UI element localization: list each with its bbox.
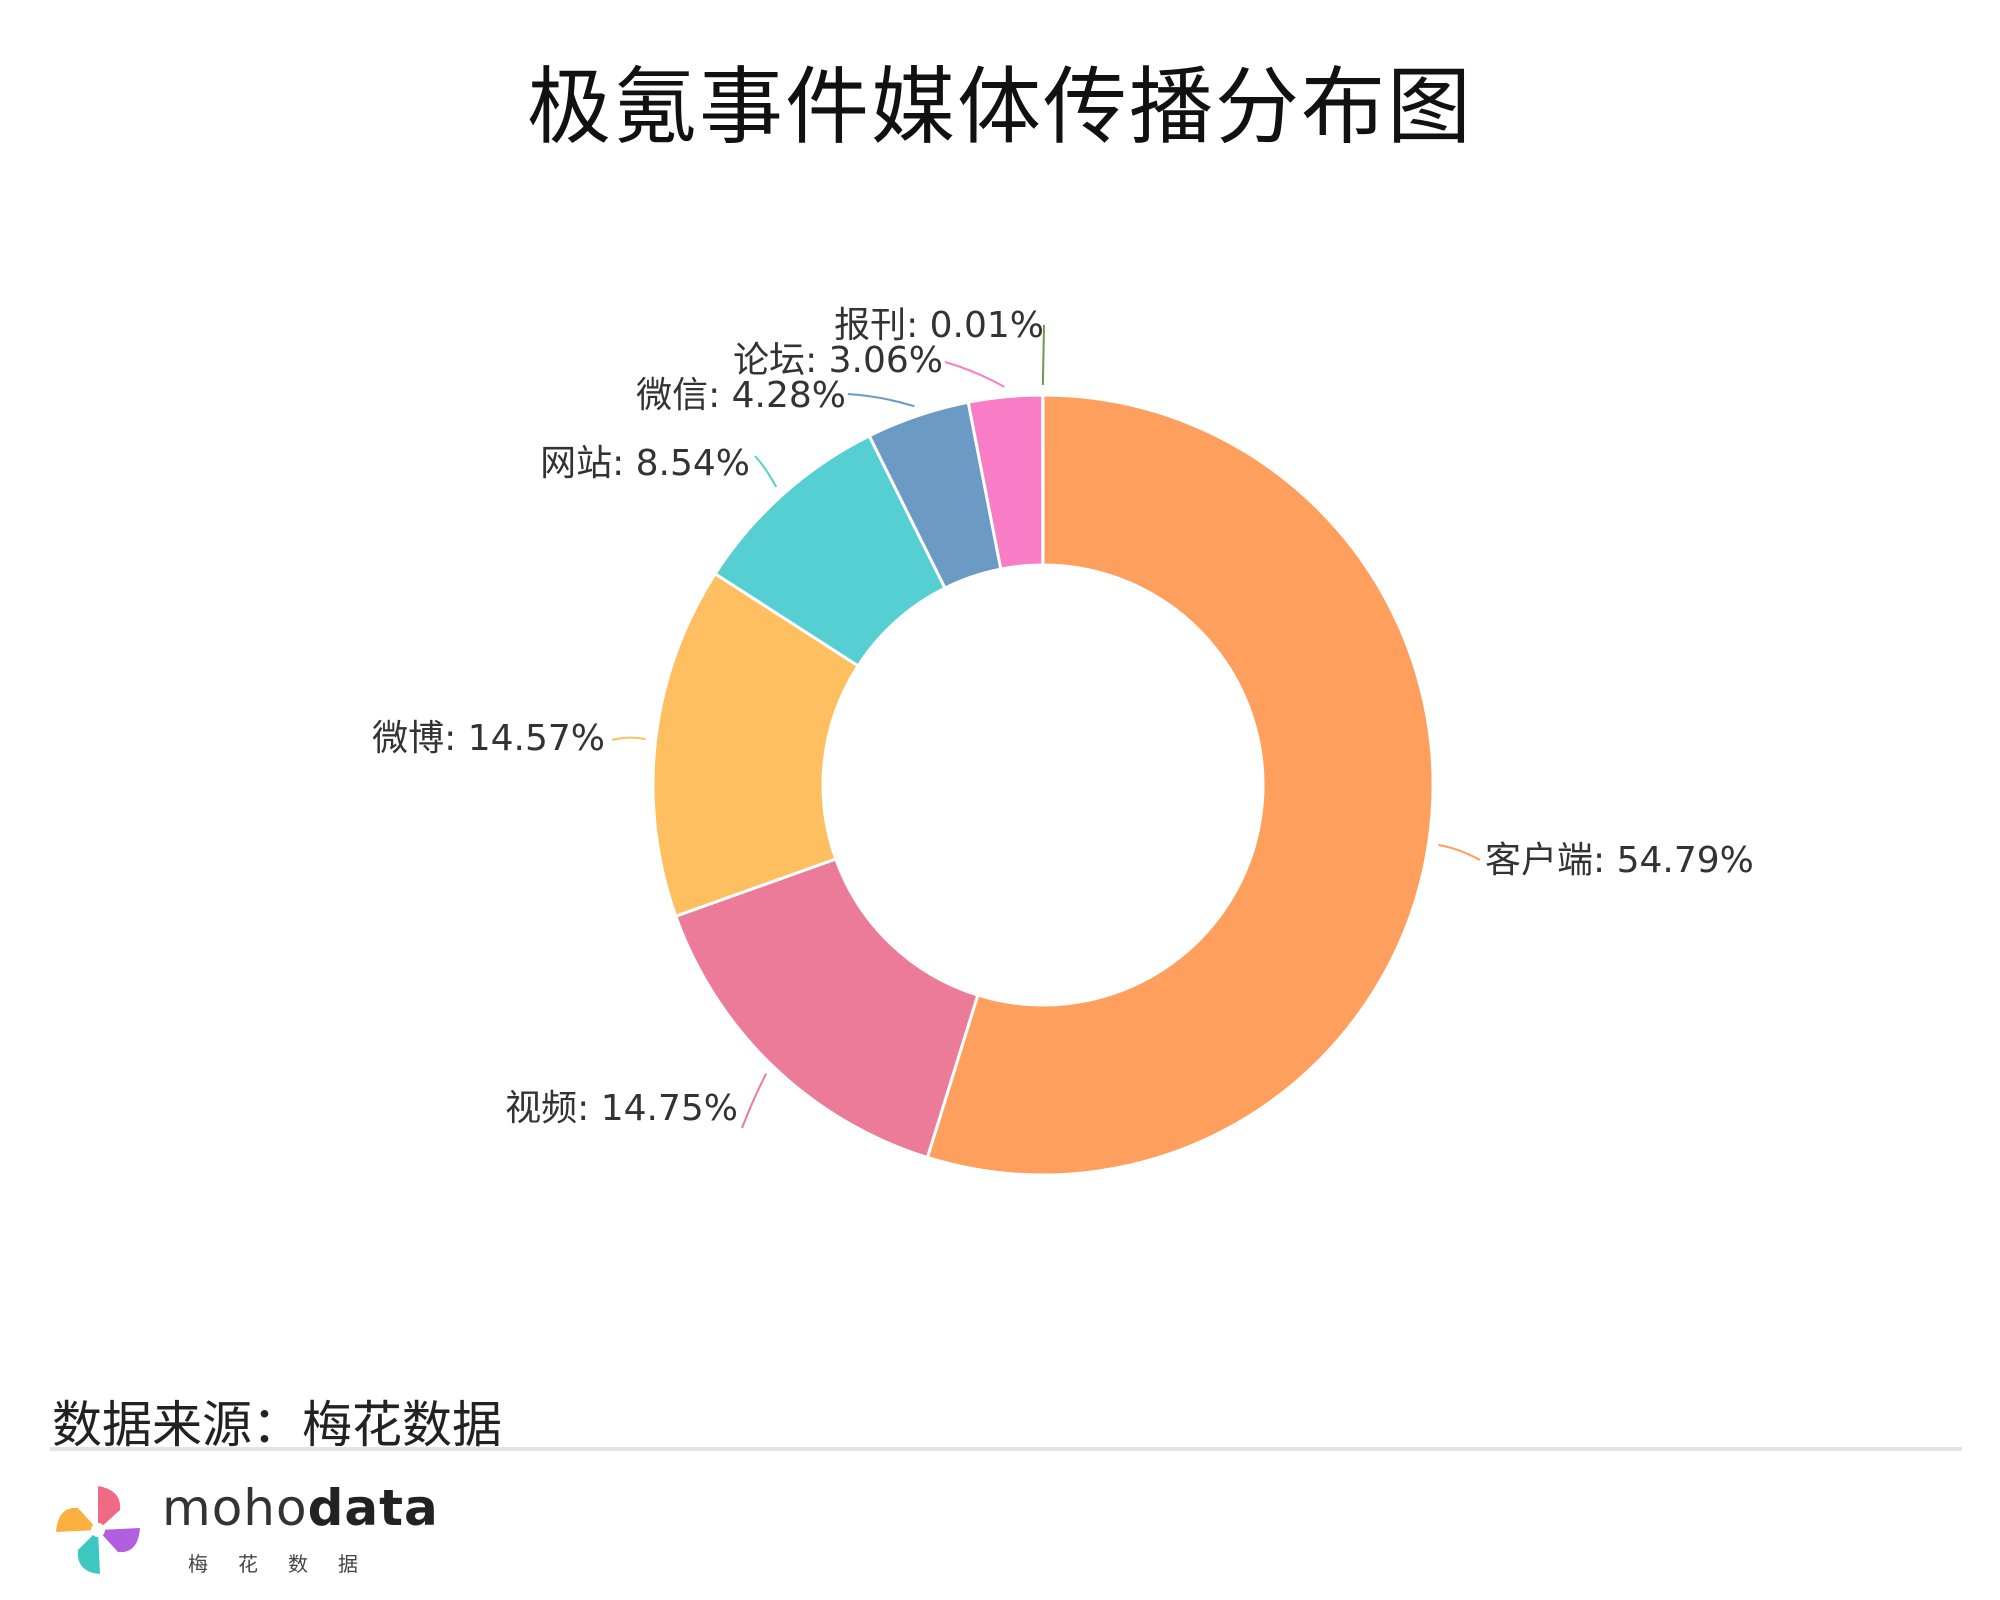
slice-label-1: 客户端: 54.79% (1485, 840, 1754, 881)
leader-line-3 (611, 736, 646, 741)
labels-group: 客户端: 54.79% 视频: 14.75% 微博: 14.57% 网站: 8.54%… (372, 305, 1754, 1129)
slice-label-3: 微博: 14.57% (372, 718, 605, 759)
donut-chart: 客户端: 54.79% 视频: 14.75% 微博: 14.57% 网站: 8.54%… (372, 305, 1754, 1177)
slice-label-4: 网站: 8.54% (540, 443, 750, 484)
brand-chinese: 梅花数据 (188, 1552, 388, 1576)
slice-1 (925, 393, 1435, 1177)
slice-label-5: 微信: 4.28% (636, 375, 846, 416)
data-source-note: 数据来源：梅花数据 (52, 1396, 502, 1454)
leader-line-6 (944, 361, 1005, 388)
footer-divider (50, 1447, 1962, 1451)
brand-bold: data (307, 1479, 439, 1537)
slice-label-7: 报刊: 0.01% (834, 305, 1044, 346)
leader-line-7 (1041, 324, 1045, 386)
leader-line-5 (847, 393, 915, 408)
slice-label-2: 视频: 14.75% (505, 1088, 738, 1129)
brand-wordmark: mohodata (162, 1480, 439, 1536)
brand-light: moho (162, 1479, 308, 1537)
chart-title: 极氪事件媒体传播分布图 (526, 58, 1473, 156)
brand-block: mohodata 梅花数据 (162, 1480, 439, 1577)
slice-3 (651, 571, 861, 919)
slice-label-6: 论坛: 3.06% (733, 340, 943, 381)
slice-2 (673, 857, 980, 1160)
leader-line-1 (1438, 843, 1481, 861)
pinwheel-logo-icon (56, 1486, 140, 1574)
leader-line-4 (754, 455, 778, 488)
slices-group (651, 393, 1435, 1177)
leader-line-2 (741, 1073, 768, 1129)
